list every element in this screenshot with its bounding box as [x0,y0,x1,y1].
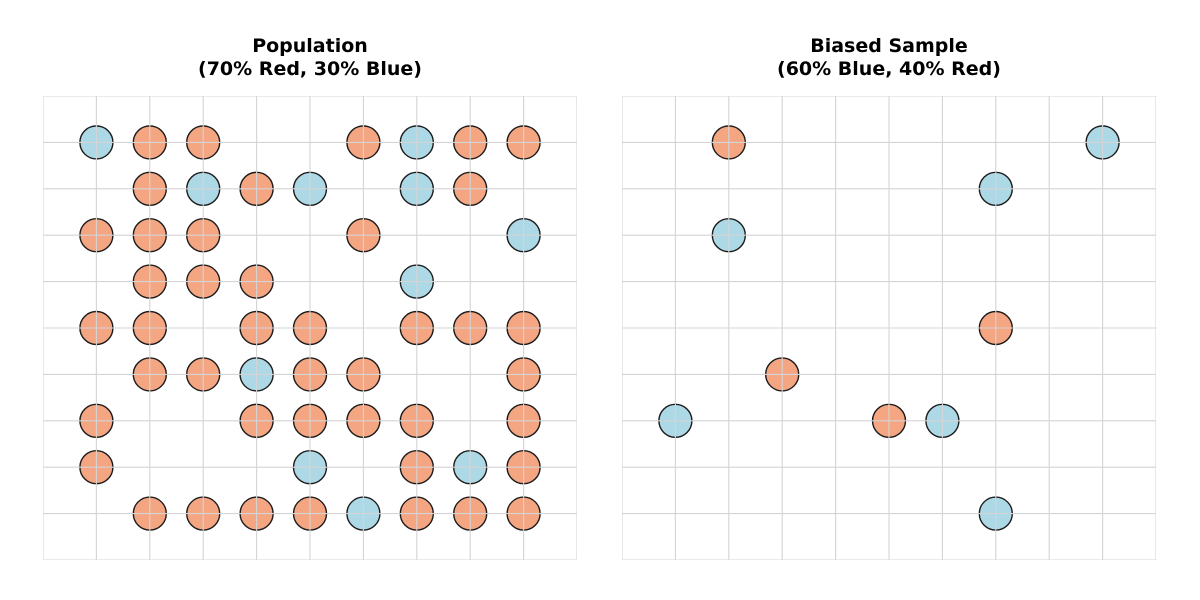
biased-sample-title-line1: Biased Sample [810,35,968,57]
biased-sample-title-line2: (60% Blue, 40% Red) [777,58,1001,80]
population-scatter-plot [43,96,577,560]
population-chart-title: Population (70% Red, 30% Blue) [43,35,577,81]
population-title-line1: Population [252,35,368,57]
biased-sample-scatter-plot [622,96,1156,560]
population-title-line2: (70% Red, 30% Blue) [198,58,422,80]
biased-sample-chart-title: Biased Sample (60% Blue, 40% Red) [622,35,1156,81]
